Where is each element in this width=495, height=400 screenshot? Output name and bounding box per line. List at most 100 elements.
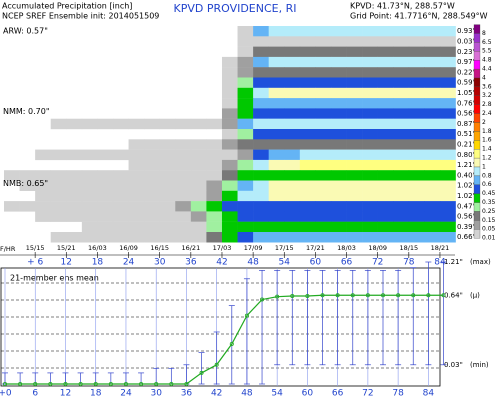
plume-cell [128, 170, 145, 181]
plume-cell [330, 201, 347, 212]
plume-cell [221, 129, 238, 140]
plume-cell [237, 67, 254, 78]
hour-label: + 6 [27, 258, 43, 268]
plume-cell [237, 211, 254, 222]
legend-swatch [473, 131, 481, 141]
plume-cell [268, 36, 285, 47]
plume-cell [221, 118, 238, 130]
plume-cell [221, 149, 238, 161]
plume-cell [159, 149, 176, 161]
plume-cell [408, 232, 425, 243]
plume-cell [330, 232, 347, 243]
plume-cell [299, 232, 316, 243]
plume-cell [159, 180, 176, 191]
plume-cell [362, 36, 378, 47]
plume-cell [362, 180, 378, 191]
plume-cell [393, 139, 410, 150]
x-tick-label: 66 [332, 389, 344, 399]
plume-cell [377, 149, 394, 161]
plume-cell [221, 170, 238, 181]
plume-cell [377, 77, 394, 88]
plume-cell [330, 56, 347, 68]
mean-point [123, 381, 128, 386]
plume-cell [128, 180, 145, 191]
plume-cell [175, 211, 192, 222]
legend-label: 0.05 [482, 226, 495, 233]
plume-cell [144, 232, 160, 243]
plume-cell [144, 149, 160, 161]
mean-point [411, 293, 416, 298]
hour-label: 72 [372, 258, 383, 268]
plume-cell [144, 211, 160, 222]
plume-cell [393, 36, 410, 47]
plume-cell [50, 190, 67, 202]
legend-swatch [473, 24, 481, 34]
mean-point [305, 293, 310, 298]
plume-cell [159, 170, 176, 181]
legend-swatch [473, 86, 481, 96]
plume-cell [439, 159, 456, 171]
plume-cell [206, 180, 223, 191]
legend-label: 1.6 [482, 137, 492, 144]
mean-line [5, 294, 444, 385]
plume-cell [221, 159, 238, 171]
plume-cell [346, 180, 363, 191]
plume-cell [315, 211, 332, 222]
group-label: ARW: 0.57" [3, 27, 48, 36]
plume-cell [253, 67, 269, 78]
plume-cell [330, 98, 347, 109]
member-total: 1.02" [457, 192, 476, 200]
plume-cell [315, 87, 332, 99]
plume-cell [362, 232, 378, 243]
plume-cell [237, 118, 254, 130]
plume-cell [284, 77, 301, 88]
plume-cell [377, 67, 394, 78]
y-label-tag: (min) [470, 361, 489, 369]
plume-cell [315, 26, 332, 37]
plume-cell [144, 159, 160, 171]
plume-cell [35, 149, 52, 161]
legend-swatch [473, 229, 481, 239]
plume-cell [424, 36, 441, 47]
plume-cell [237, 190, 254, 202]
plume-cell [377, 170, 394, 181]
y-label: 0.64" [444, 291, 463, 299]
date-label: 15/15 [26, 244, 45, 252]
mean-point [396, 293, 401, 298]
plume-cell [97, 149, 114, 161]
mean-title: 21-member ens mean [10, 274, 99, 283]
legend-label: 2 [482, 119, 486, 126]
hour-label: 66 [341, 258, 353, 268]
plume-cell [315, 77, 332, 88]
plume-cell [97, 190, 114, 202]
x-tick-label: 18 [90, 389, 102, 399]
plume-cell [439, 56, 456, 68]
mean-point [108, 381, 113, 386]
plume-cell [253, 77, 269, 88]
plume-cell [346, 129, 363, 140]
mean-point [78, 381, 83, 386]
plume-cell [175, 149, 192, 161]
plume-cell [377, 201, 394, 212]
header-left2: NCEP SREF Ensemble init: 2014051509 [2, 12, 159, 21]
plume-cell [424, 56, 441, 68]
plume-cell [221, 87, 238, 99]
date-label: 18/21 [431, 244, 450, 252]
plume-cell [175, 232, 192, 243]
plume-cell [393, 129, 410, 140]
plume-cell [159, 139, 176, 150]
plume-cell [377, 36, 394, 47]
hour-label: 18 [92, 258, 104, 268]
plume-cell [393, 232, 410, 243]
plume-cell [424, 232, 441, 243]
plume-cell [439, 211, 456, 222]
plume-cell [393, 170, 410, 181]
plume-cell [408, 26, 425, 37]
plume-cell [330, 108, 347, 119]
mean-point [184, 381, 189, 386]
plume-cell [315, 170, 332, 181]
plume-cell [362, 67, 378, 78]
plume-cell [284, 221, 301, 233]
plume-cell [206, 170, 223, 181]
plume-cell [377, 98, 394, 109]
